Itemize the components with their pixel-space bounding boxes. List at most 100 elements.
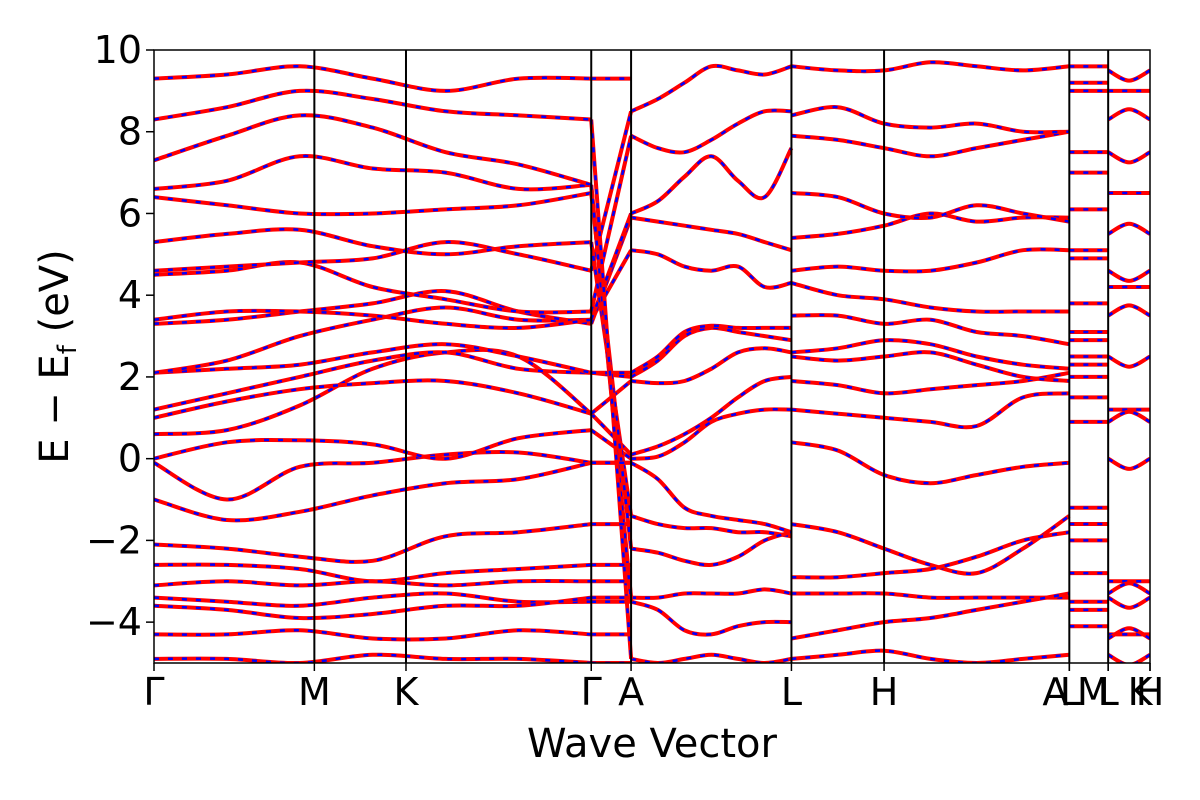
band-a-l-14 — [630, 599, 792, 637]
band-gamma-a-8-overlay — [590, 213, 633, 321]
band-gamma-m-k-gamma-0-overlay — [154, 450, 592, 501]
band-gamma-m-k-gamma-24 — [154, 652, 592, 663]
band-h-k-9 — [1107, 354, 1150, 369]
band-l-h-a-9-overlay — [791, 191, 1070, 223]
band-a-l-0-overlay — [630, 461, 792, 534]
band-gamma-m-k-gamma-19 — [154, 562, 592, 584]
band-l-h-a-10 — [791, 129, 1070, 159]
band-l-h-a-2-overlay — [791, 371, 1070, 395]
band-l-h-a-6-overlay — [791, 281, 1070, 314]
band-gamma-a-1-overlay — [590, 429, 632, 460]
x-tick-label-3: Γ — [581, 670, 602, 714]
y-axis-title-unit: (eV) — [32, 249, 78, 345]
band-h-k-6 — [1107, 268, 1150, 283]
band-gamma-m-k-gamma-17-overlay — [154, 461, 592, 522]
band-l-h-a-5 — [791, 313, 1070, 347]
band-a-l-15 — [630, 652, 792, 663]
y-tick-label-7: 10 — [94, 28, 142, 72]
band-gamma-m-k-gamma-10-overlay — [154, 240, 592, 272]
high-symmetry-lines — [313, 50, 1110, 663]
band-l-h-a-10-overlay — [791, 130, 1070, 158]
band-gamma-m-k-gamma-5-overlay — [154, 342, 592, 375]
band-gamma-m-k-gamma-18-overlay — [154, 522, 592, 564]
band-h-k-0 — [1107, 68, 1150, 83]
band-gamma-m-k-gamma-4-overlay — [154, 350, 592, 411]
band-a-l-13 — [631, 587, 792, 600]
band-h-k-15 — [1107, 595, 1150, 610]
x-tick-label-0: Γ — [143, 670, 164, 714]
band-gamma-a-11-overlay — [589, 241, 633, 517]
x-tick-label-2: K — [394, 670, 420, 714]
band-a-l-10 — [630, 63, 793, 114]
y-tick-label-0: −4 — [86, 600, 142, 644]
band-l-h-a-0 — [791, 440, 1070, 486]
x-tick-label-1: M — [298, 670, 331, 714]
band-l-h-a-13 — [791, 514, 1071, 576]
y-tick-label-6: 8 — [118, 110, 142, 154]
band-h-k-3 — [1107, 150, 1150, 165]
band-lines — [154, 60, 1150, 663]
band-a-l-8-overlay — [630, 147, 793, 215]
y-tick-label-3: 2 — [118, 355, 142, 399]
y-tick-label-4: 4 — [118, 273, 142, 317]
x-tick-label-11: K — [1128, 670, 1154, 714]
band-gamma-m-k-gamma-7-overlay — [154, 289, 592, 326]
band-gamma-m-k-gamma-9-overlay — [154, 260, 592, 314]
band-gamma-m-k-gamma-3-overlay — [154, 379, 592, 420]
band-a-l-9 — [630, 108, 792, 155]
band-gamma-m-k-gamma-14-overlay — [154, 113, 592, 187]
band-gamma-m-k-gamma-22-overlay — [154, 596, 592, 620]
band-h-k-11 — [1107, 409, 1150, 424]
band-l-h-a-8-overlay — [791, 212, 1070, 240]
band-gamma-m-k-gamma-12-overlay — [154, 191, 592, 216]
band-a-l-12-overlay — [630, 531, 792, 567]
band-gamma-m-k-gamma-19-overlay — [154, 563, 592, 583]
band-l-h-a-14-overlay — [791, 530, 1070, 579]
band-gamma-m-k-gamma-23-overlay — [154, 628, 592, 641]
band-gamma-m-k-gamma-0 — [154, 450, 592, 502]
y-tick-label-5: 6 — [118, 191, 142, 235]
band-gamma-a-2-overlay — [590, 412, 632, 456]
band-gamma-m-k-gamma-14 — [154, 113, 592, 187]
band-gamma-m-k-gamma-11-overlay — [154, 228, 592, 256]
x-tick-label-6: H — [870, 670, 899, 714]
band-gamma-a-15-overlay — [589, 119, 633, 659]
x-axis-title: Wave Vector — [527, 721, 778, 767]
x-tick-label-8: L — [1060, 670, 1081, 714]
band-a-l-10-overlay — [630, 64, 792, 113]
band-l-h-a-7-overlay — [791, 248, 1070, 273]
band-h-k-5 — [1107, 221, 1150, 236]
band-l-h-a-12-overlay — [791, 60, 1070, 73]
y-axis-title: E − Ef (eV) — [32, 249, 83, 464]
band-l-h-a-7 — [791, 247, 1070, 274]
band-gamma-m-k-gamma-3 — [154, 378, 592, 420]
band-l-h-a-17 — [791, 648, 1070, 663]
x-tick-label-12: H — [1136, 670, 1165, 714]
x-tick-label-7: A — [1042, 670, 1068, 714]
band-a-l-11 — [630, 513, 792, 539]
band-a-l-3 — [630, 346, 792, 386]
band-gamma-m-k-gamma-21-overlay — [154, 592, 592, 608]
band-h-k-17 — [1107, 626, 1150, 641]
x-tick-label-10: L — [1098, 670, 1119, 714]
band-gamma-a-6-overlay — [590, 249, 633, 321]
band-a-l-7 — [630, 215, 792, 253]
band-h-k-18 — [1107, 653, 1150, 663]
band-gamma-a-9-overlay — [589, 135, 633, 312]
band-h-k-2 — [1107, 107, 1150, 122]
band-l-h-a-5-overlay — [791, 313, 1070, 346]
plot-frame — [153, 49, 1151, 664]
band-gamma-m-k-gamma-11 — [154, 227, 592, 257]
band-a-l-1 — [630, 407, 792, 461]
x-tick-label-4: A — [618, 670, 644, 714]
band-h-k-14 — [1107, 581, 1150, 596]
band-a-l-2 — [630, 374, 792, 457]
band-l-h-a-12 — [791, 60, 1070, 74]
band-gamma-m-k-gamma-24-overlay — [154, 653, 592, 663]
band-l-h-a-15 — [791, 591, 1070, 600]
band-l-h-a-15-overlay — [791, 591, 1070, 600]
band-a-l-8 — [630, 147, 794, 216]
band-a-l-6 — [630, 248, 792, 290]
